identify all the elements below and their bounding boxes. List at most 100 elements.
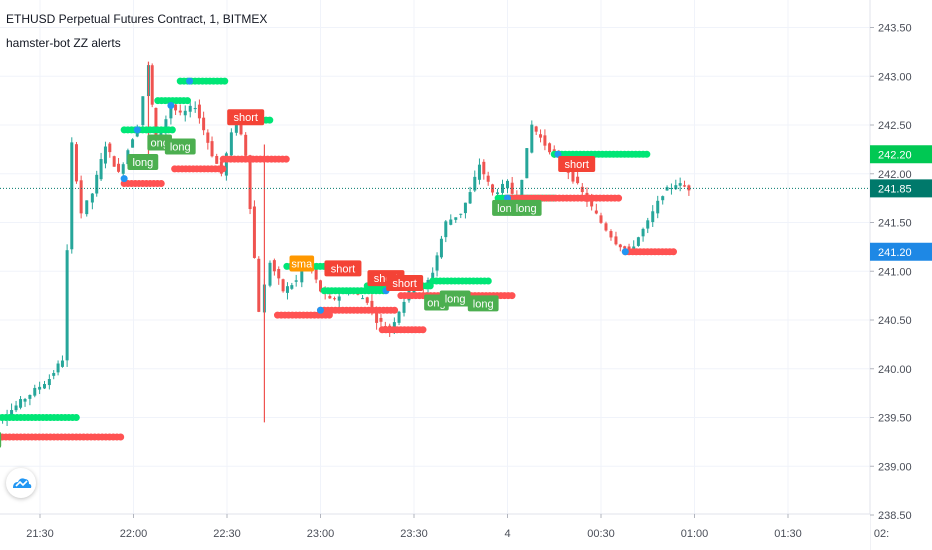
candle xyxy=(669,183,673,195)
candle xyxy=(268,260,272,288)
candle xyxy=(337,294,341,308)
candle xyxy=(548,142,552,155)
candle xyxy=(79,175,83,219)
signal-marker: long xyxy=(164,138,196,155)
candle xyxy=(141,96,145,131)
candle xyxy=(636,236,640,247)
candle-body xyxy=(599,215,603,223)
candle xyxy=(402,298,406,317)
candle-body xyxy=(604,223,608,231)
candle-body xyxy=(576,176,580,184)
time-axis: 21:30 22:00 22:30 23:00 23:30 4 00:30 01:00 01:3… xyxy=(0,513,889,550)
candle-body xyxy=(454,217,458,220)
pivot-dot xyxy=(133,126,141,134)
candle xyxy=(609,229,613,241)
candle-body xyxy=(402,301,406,313)
candle-body xyxy=(314,269,318,280)
candle-body xyxy=(543,135,547,146)
candle-body xyxy=(468,192,472,204)
candle xyxy=(539,129,543,143)
cloud-chart-icon xyxy=(13,478,32,488)
price-badge-bg xyxy=(870,242,932,261)
signal-marker: short xyxy=(324,260,362,277)
candle-body xyxy=(449,219,453,225)
signal-marker-bg xyxy=(439,290,471,307)
candle-body xyxy=(150,65,154,105)
candle-body xyxy=(272,260,276,272)
time-tick-label: 21:30 xyxy=(26,528,54,540)
indicator-label[interactable]: hamster-bot ZZ alerts xyxy=(6,36,121,50)
grid xyxy=(0,0,882,516)
signal-marker-bg xyxy=(467,295,499,312)
candle-body xyxy=(56,363,60,373)
candle-body xyxy=(281,279,285,292)
candle-body xyxy=(290,285,294,289)
candle xyxy=(210,136,214,158)
candles xyxy=(1,61,691,427)
candle xyxy=(333,296,337,301)
candle-body xyxy=(90,193,94,203)
signal-marker: long xyxy=(0,432,2,448)
candle-body xyxy=(215,156,219,164)
price-tick-label: 240.00 xyxy=(878,364,912,376)
candle xyxy=(183,105,187,122)
candle xyxy=(42,380,46,390)
candle xyxy=(257,256,261,313)
candle-body xyxy=(473,176,477,191)
candle-body xyxy=(206,132,210,143)
candle-body xyxy=(674,185,678,190)
candle-body xyxy=(571,168,575,182)
price-badge-text: 242.20 xyxy=(878,149,912,161)
tradingview-logo[interactable] xyxy=(6,468,36,498)
candle xyxy=(28,394,32,406)
candle xyxy=(70,137,74,254)
candle xyxy=(294,274,298,287)
candle-body xyxy=(112,156,116,167)
candle-body xyxy=(641,228,645,237)
candle xyxy=(99,152,103,181)
chart-title: ETHUSD Perpetual Futures Contract, 1, BI… xyxy=(6,12,268,26)
candle xyxy=(19,396,23,410)
candle xyxy=(463,202,467,219)
candle xyxy=(665,185,669,191)
candle-body xyxy=(548,143,552,153)
candle xyxy=(117,158,121,173)
candle xyxy=(506,179,509,194)
candle-body xyxy=(594,210,598,214)
signal-marker-text: ong xyxy=(151,138,169,150)
candle xyxy=(496,188,500,196)
time-tick-label: 22:00 xyxy=(120,528,148,540)
candle-body xyxy=(482,161,486,175)
candle xyxy=(468,186,472,204)
candle xyxy=(112,155,116,167)
candle-body xyxy=(224,153,228,176)
price-tick-label: 243.50 xyxy=(878,23,912,35)
candle xyxy=(188,101,192,118)
candle xyxy=(661,195,665,205)
candle-body xyxy=(210,141,214,157)
candle-body xyxy=(183,110,187,116)
candle-body xyxy=(174,104,178,111)
candle xyxy=(444,219,448,243)
candle-body xyxy=(375,312,379,323)
candle-body xyxy=(539,134,543,138)
candle-body xyxy=(580,186,584,193)
price-tick-label: 238.50 xyxy=(878,510,912,522)
candle-body xyxy=(439,238,443,258)
candle-body xyxy=(365,297,369,303)
candle-body xyxy=(252,206,256,258)
candle-body xyxy=(590,198,594,207)
candle-body xyxy=(651,211,655,223)
signal-marker-text: long xyxy=(132,157,153,169)
price-tick-label: 242.00 xyxy=(878,169,912,181)
candle xyxy=(530,120,534,154)
candle xyxy=(594,203,598,215)
candle-body xyxy=(141,96,145,126)
time-tick-label: 02: xyxy=(874,528,889,540)
candle-body xyxy=(646,220,650,229)
signal-marker: long xyxy=(467,295,499,312)
candle-body xyxy=(609,231,613,238)
price-badge-text: 241.85 xyxy=(878,183,912,195)
candle-body xyxy=(277,268,281,279)
